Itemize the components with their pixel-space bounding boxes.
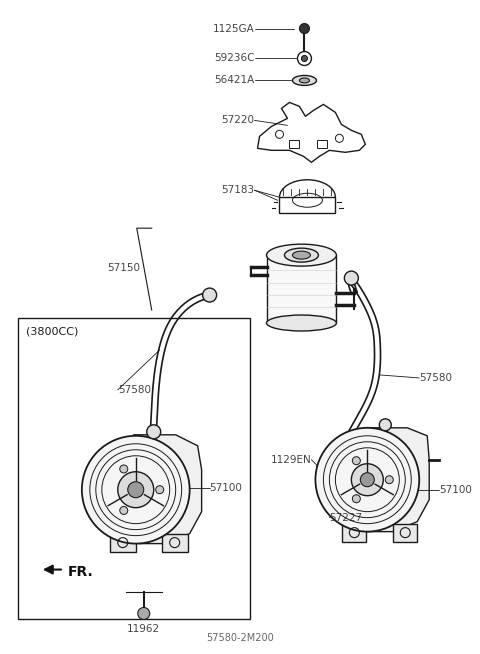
Circle shape [138,608,150,619]
Bar [393,524,417,542]
Circle shape [300,24,310,33]
Polygon shape [114,435,202,543]
Ellipse shape [285,248,318,262]
Text: 59236C: 59236C [214,54,254,63]
Ellipse shape [266,315,336,331]
Bar [110,534,136,551]
Text: 56421A: 56421A [214,75,254,86]
Text: 57220: 57220 [222,115,254,126]
Text: 11962: 11962 [127,625,160,634]
Circle shape [128,482,144,498]
Polygon shape [346,428,429,532]
Ellipse shape [292,75,316,86]
Circle shape [344,271,359,285]
Text: 57227: 57227 [329,513,362,523]
Text: FR.: FR. [68,564,94,579]
Circle shape [156,486,164,494]
Circle shape [351,464,384,496]
Circle shape [301,56,307,61]
Circle shape [82,436,190,543]
Circle shape [120,465,128,473]
Circle shape [118,472,154,508]
Circle shape [352,456,360,465]
Circle shape [203,288,216,302]
Ellipse shape [292,251,311,259]
Circle shape [120,506,128,515]
Circle shape [385,475,393,484]
Text: 57580-2M200: 57580-2M200 [206,634,274,644]
Bar [18,318,250,619]
Text: 1125GA: 1125GA [213,24,254,33]
Ellipse shape [266,244,336,266]
Text: 57580: 57580 [118,385,151,395]
Circle shape [379,419,391,431]
Text: 57150: 57150 [107,263,140,273]
Bar [317,141,327,148]
Text: 57580: 57580 [419,373,452,383]
Bar [289,141,300,148]
Bar [162,534,188,551]
Text: 1129EN: 1129EN [271,455,312,465]
Bar [279,198,336,213]
Circle shape [147,425,161,439]
Ellipse shape [300,78,310,83]
Circle shape [315,428,419,532]
Bar [266,255,336,323]
Text: 57100: 57100 [210,483,242,492]
Text: (3800CC): (3800CC) [26,327,78,337]
Text: 57183: 57183 [221,185,254,196]
Circle shape [352,494,360,503]
Bar [342,524,366,542]
Circle shape [360,473,374,487]
Text: 57100: 57100 [439,485,472,494]
